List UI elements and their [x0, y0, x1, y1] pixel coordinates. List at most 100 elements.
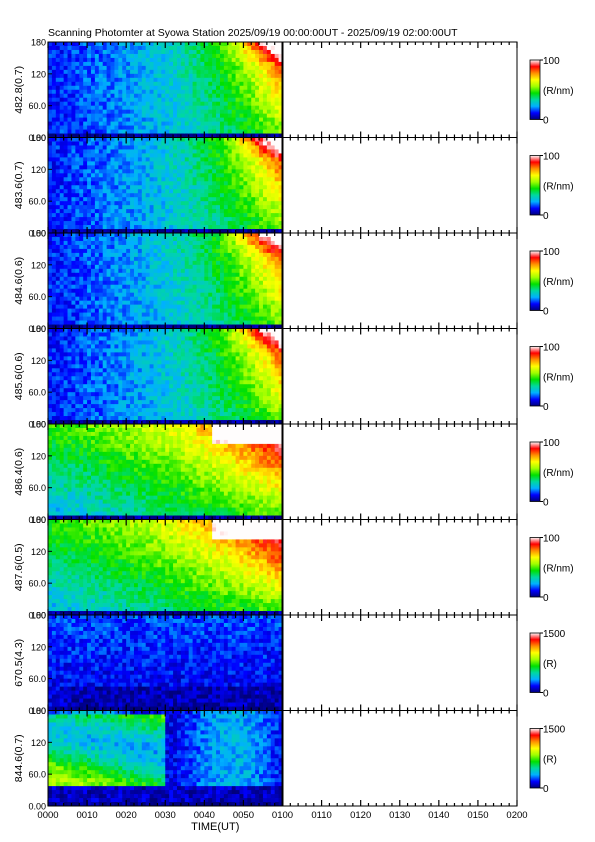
colorbar-min: 0 — [543, 498, 549, 509]
colorbar-min: 0 — [543, 689, 549, 700]
panel-7: 0.00 60.0 120 180 670.5(4.3) 1500 0 (R) — [13, 611, 566, 717]
y-tick-label: 60.0 — [28, 770, 46, 780]
colorbar-max: 100 — [543, 438, 560, 449]
y-tick-label: 60.0 — [28, 674, 46, 684]
y-tick-label: 0.00 — [28, 324, 46, 334]
colorbar-max: 1500 — [543, 725, 566, 736]
y-tick-label: 120 — [31, 547, 46, 557]
y-tick-label: 120 — [31, 738, 46, 748]
panel-2: 0.00 60.0 120 180 483.6(0.7) 100 0 (R/nm) — [13, 133, 574, 239]
colorbar-min: 0 — [543, 593, 549, 604]
colorbar-max: 100 — [543, 534, 560, 545]
heatmap-cells — [48, 328, 283, 425]
y-tick-label: 0.00 — [28, 611, 46, 621]
colorbar-unit: (R/nm) — [543, 86, 574, 97]
y-tick-label: 60.0 — [28, 292, 46, 302]
y-tick-label: 0.00 — [28, 229, 46, 239]
y-tick-label: 0.00 — [28, 515, 46, 525]
x-tick-label: 0040 — [194, 810, 215, 821]
y-tick-label: 180 — [31, 229, 46, 239]
panel-ylabel: 670.5(4.3) — [13, 639, 25, 687]
colorbar-max: 100 — [543, 343, 560, 354]
heatmap-cells — [48, 710, 283, 807]
y-tick-label: 120 — [31, 642, 46, 652]
panel-1: 0.00 60.0 120 180 482.8(0.7) 100 0 (R/nm) — [13, 38, 574, 144]
y-tick-label: 180 — [31, 515, 46, 525]
x-tick-label: 0150 — [467, 810, 488, 821]
chart-title: Scanning Photomter at Syowa Station 2025… — [48, 27, 458, 39]
heatmap-cells — [48, 519, 283, 616]
panel-ylabel: 485.6(0.6) — [13, 352, 25, 400]
panel-6: 0.00 60.0 120 180 487.6(0.5) 100 0 (R/nm) — [13, 515, 574, 621]
y-tick-label: 180 — [31, 706, 46, 716]
x-tick-label: 0020 — [116, 810, 137, 821]
x-tick-label: 0120 — [350, 810, 371, 821]
heatmap-cells — [48, 233, 283, 329]
colorbar-max: 100 — [543, 56, 560, 67]
y-tick-label: 60.0 — [28, 101, 46, 111]
y-tick-label: 0.00 — [28, 802, 46, 812]
x-tick-label: 0140 — [428, 810, 449, 821]
colorbar-unit: (R) — [543, 659, 557, 670]
colorbar-unit: (R/nm) — [543, 468, 574, 479]
colorbar-max: 100 — [543, 152, 560, 163]
x-tick-label: 0000 — [37, 810, 58, 821]
panel-ylabel: 483.6(0.7) — [13, 161, 25, 209]
panel-ylabel: 484.6(0.6) — [13, 257, 25, 305]
y-tick-label: 120 — [31, 165, 46, 175]
x-ticks — [47, 615, 518, 711]
y-tick-label: 180 — [31, 611, 46, 621]
colorbar-min: 0 — [543, 784, 549, 795]
panel-ylabel: 486.4(0.6) — [13, 448, 25, 496]
x-tick-label: 0130 — [389, 810, 410, 821]
y-tick-label: 180 — [31, 420, 46, 430]
y-tick-label: 60.0 — [28, 579, 46, 589]
colorbar-min: 0 — [543, 402, 549, 413]
colorbar — [529, 155, 541, 216]
y-tick-label: 120 — [31, 69, 46, 79]
x-ticks — [47, 710, 518, 806]
x-tick-label: 0050 — [233, 810, 254, 821]
y-tick-label: 120 — [31, 451, 46, 461]
panel-5: 0.00 60.0 120 180 486.4(0.6) 100 0 (R/nm) — [13, 420, 574, 526]
panel-4: 0.00 60.0 120 180 485.6(0.6) 100 0 (R/nm) — [13, 324, 574, 430]
y-tick-label: 180 — [31, 133, 46, 143]
colorbar — [529, 537, 541, 598]
heatmap-cells — [48, 42, 283, 138]
colorbar — [529, 441, 541, 502]
heatmap-cells — [48, 424, 283, 520]
panel-ylabel: 482.8(0.7) — [13, 66, 25, 114]
y-tick-label: 180 — [31, 324, 46, 334]
y-tick-label: 120 — [31, 356, 46, 366]
heatmap-cells — [48, 137, 283, 234]
x-tick-label: 0100 — [272, 810, 293, 821]
y-tick-label: 0.00 — [28, 420, 46, 430]
x-tick-label: 0030 — [155, 810, 176, 821]
colorbar-unit: (R) — [543, 754, 557, 765]
x-tick-label: 0200 — [506, 810, 527, 821]
colorbar-unit: (R/nm) — [543, 372, 574, 383]
colorbar — [529, 346, 541, 407]
colorbar-min: 0 — [543, 307, 549, 318]
colorbar-unit: (R/nm) — [543, 277, 574, 288]
panel-ylabel: 844.6(0.7) — [13, 734, 25, 782]
colorbar — [529, 250, 541, 311]
panel-3: 0.00 60.0 120 180 484.6(0.6) 100 0 (R/nm) — [13, 229, 574, 335]
heatmap-cells — [48, 615, 283, 711]
colorbar — [529, 728, 541, 789]
colorbar-max: 100 — [543, 247, 560, 258]
colorbar-unit: (R/nm) — [543, 181, 574, 192]
x-axis-label: TIME(UT) — [191, 821, 239, 833]
y-tick-label: 60.0 — [28, 197, 46, 207]
y-tick-label: 120 — [31, 260, 46, 270]
y-tick-label: 0.00 — [28, 706, 46, 716]
y-tick-label: 60.0 — [28, 388, 46, 398]
x-ticks — [47, 424, 518, 520]
x-ticks — [47, 519, 518, 615]
colorbar-max: 1500 — [543, 629, 566, 640]
y-tick-label: 180 — [31, 38, 46, 48]
panel-ylabel: 487.6(0.5) — [13, 543, 25, 591]
colorbar-min: 0 — [543, 211, 549, 222]
x-tick-label: 0110 — [311, 810, 331, 821]
